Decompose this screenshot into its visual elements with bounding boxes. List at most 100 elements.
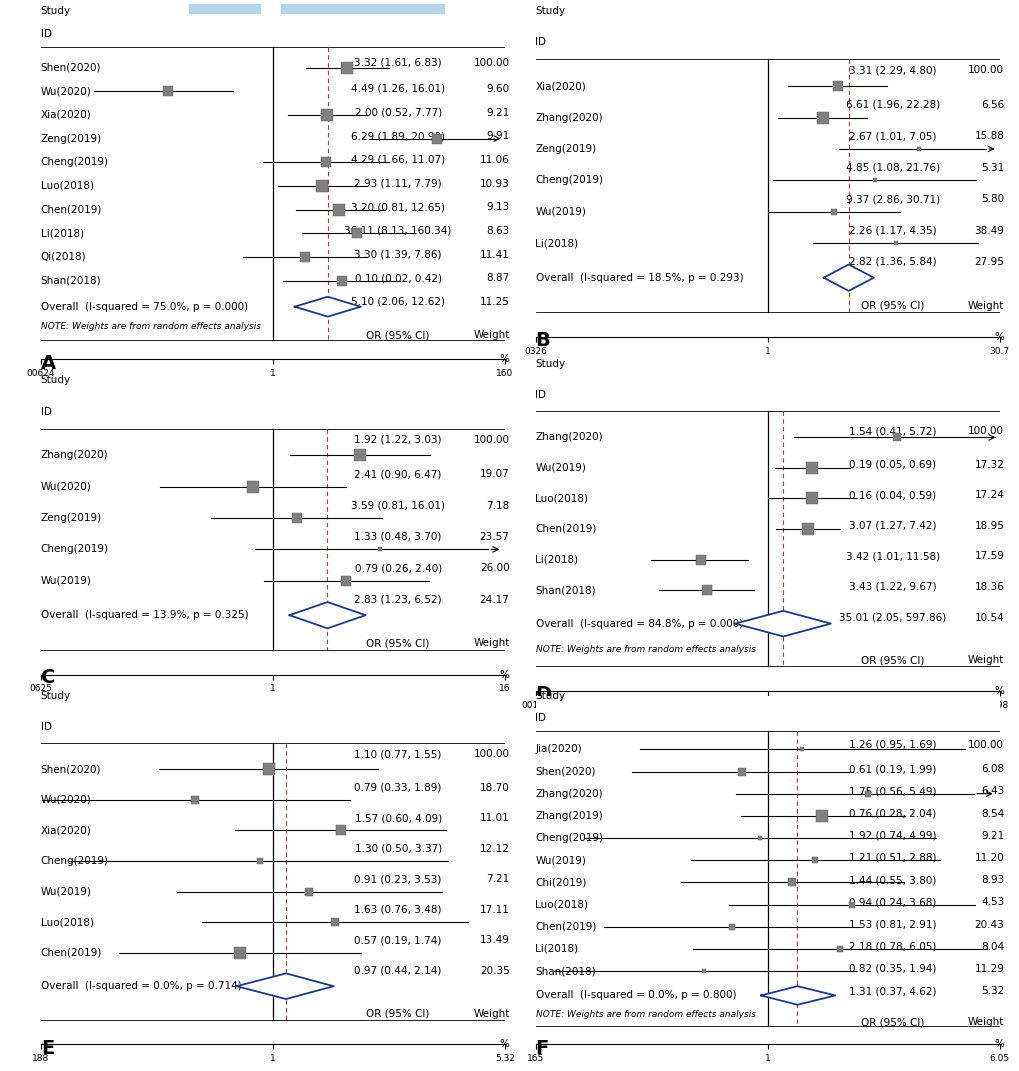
Text: %: % xyxy=(499,1039,510,1050)
Text: Wu(2020): Wu(2020) xyxy=(41,87,92,96)
Text: 17.32: 17.32 xyxy=(973,459,1004,470)
Text: Wu(2020): Wu(2020) xyxy=(41,482,92,492)
Text: Xia(2020): Xia(2020) xyxy=(41,826,92,835)
Text: %: % xyxy=(499,353,510,364)
Text: Overall  (I-squared = 75.0%, p = 0.000): Overall (I-squared = 75.0%, p = 0.000) xyxy=(41,302,248,312)
Text: 11.20: 11.20 xyxy=(973,853,1004,863)
Text: 0.61 (0.19, 1.99): 0.61 (0.19, 1.99) xyxy=(849,765,935,774)
Text: 1.54 (0.41, 5.72): 1.54 (0.41, 5.72) xyxy=(848,426,935,436)
Text: 9.60: 9.60 xyxy=(486,84,510,94)
Text: 0.19 (0.05, 0.69): 0.19 (0.05, 0.69) xyxy=(849,459,935,470)
Text: Weight: Weight xyxy=(967,655,1004,665)
Text: 0.57 (0.19, 1.74): 0.57 (0.19, 1.74) xyxy=(355,935,441,946)
Text: OR (95% CI): OR (95% CI) xyxy=(860,301,923,311)
Text: 9.21: 9.21 xyxy=(486,107,510,118)
Text: Li(2018): Li(2018) xyxy=(535,944,578,954)
Text: Weight: Weight xyxy=(967,301,1004,311)
Text: 2.00 (0.52, 7.77): 2.00 (0.52, 7.77) xyxy=(355,107,441,118)
Text: OR (95% CI): OR (95% CI) xyxy=(366,638,429,648)
Text: A: A xyxy=(41,353,56,373)
Text: 1.92 (0.74, 4.99): 1.92 (0.74, 4.99) xyxy=(848,831,935,841)
Text: Xia(2020): Xia(2020) xyxy=(535,81,586,91)
Text: Wu(2020): Wu(2020) xyxy=(41,795,92,805)
Text: Weight: Weight xyxy=(473,1009,510,1019)
Text: Cheng(2019): Cheng(2019) xyxy=(41,856,109,866)
Text: 3.59 (0.81, 16.01): 3.59 (0.81, 16.01) xyxy=(351,500,444,511)
Text: Luo(2018): Luo(2018) xyxy=(535,900,588,909)
Text: Shan(2018): Shan(2018) xyxy=(535,585,595,595)
Text: 6.08: 6.08 xyxy=(980,765,1004,774)
Polygon shape xyxy=(294,297,361,317)
Text: Cheng(2019): Cheng(2019) xyxy=(41,544,109,555)
Text: OR (95% CI): OR (95% CI) xyxy=(860,655,923,665)
Text: 2.67 (1.01, 7.05): 2.67 (1.01, 7.05) xyxy=(849,132,935,141)
Text: Shen(2020): Shen(2020) xyxy=(41,765,101,774)
Text: Cheng(2019): Cheng(2019) xyxy=(535,833,603,843)
Text: 6.29 (1.89, 20.90): 6.29 (1.89, 20.90) xyxy=(351,132,444,141)
Polygon shape xyxy=(760,986,835,1005)
Text: 0.91 (0.23, 3.53): 0.91 (0.23, 3.53) xyxy=(355,874,441,885)
Text: 0.79 (0.26, 2.40): 0.79 (0.26, 2.40) xyxy=(355,563,441,573)
Text: 9.21: 9.21 xyxy=(980,831,1004,841)
Text: 3.31 (2.29, 4.80): 3.31 (2.29, 4.80) xyxy=(848,65,935,75)
Text: Zhang(2020): Zhang(2020) xyxy=(535,112,602,122)
Text: 17.24: 17.24 xyxy=(973,491,1004,500)
Text: 3.20 (0.81, 12.65): 3.20 (0.81, 12.65) xyxy=(351,202,444,212)
Text: 2.26 (1.17, 4.35): 2.26 (1.17, 4.35) xyxy=(848,226,935,236)
Text: 9.91: 9.91 xyxy=(486,132,510,141)
Text: 1.21 (0.51, 2.88): 1.21 (0.51, 2.88) xyxy=(848,853,935,863)
Text: 27.95: 27.95 xyxy=(973,257,1004,267)
Text: 1.53 (0.81, 2.91): 1.53 (0.81, 2.91) xyxy=(848,920,935,930)
Text: 38.49: 38.49 xyxy=(973,226,1004,236)
Text: Study: Study xyxy=(535,5,566,16)
Text: 0.79 (0.33, 1.89): 0.79 (0.33, 1.89) xyxy=(355,783,441,793)
Text: Chen(2019): Chen(2019) xyxy=(535,922,596,932)
Text: Study: Study xyxy=(535,359,566,369)
Text: 3.30 (1.39, 7.86): 3.30 (1.39, 7.86) xyxy=(354,250,441,259)
Text: 23.57: 23.57 xyxy=(479,532,510,542)
Text: Wu(2019): Wu(2019) xyxy=(41,576,92,586)
Text: 3.07 (1.27, 7.42): 3.07 (1.27, 7.42) xyxy=(848,521,935,531)
Text: 2.82 (1.36, 5.84): 2.82 (1.36, 5.84) xyxy=(848,257,935,267)
Text: Luo(2018): Luo(2018) xyxy=(41,917,94,927)
Text: Xia(2020): Xia(2020) xyxy=(41,110,92,120)
Text: Shen(2020): Shen(2020) xyxy=(41,62,101,73)
Text: 4.49 (1.26, 16.01): 4.49 (1.26, 16.01) xyxy=(351,84,444,94)
Text: Zhang(2019): Zhang(2019) xyxy=(535,811,602,820)
Text: 11.06: 11.06 xyxy=(479,155,510,165)
Text: Li(2018): Li(2018) xyxy=(535,555,578,564)
Text: %: % xyxy=(994,332,1004,343)
Text: 24.17: 24.17 xyxy=(479,594,510,604)
Text: %: % xyxy=(499,669,510,680)
Text: 10.54: 10.54 xyxy=(973,613,1004,622)
Text: 8.63: 8.63 xyxy=(486,226,510,236)
Text: 11.25: 11.25 xyxy=(479,297,510,307)
Text: 2.83 (1.23, 6.52): 2.83 (1.23, 6.52) xyxy=(354,594,441,604)
Text: 18.70: 18.70 xyxy=(479,783,510,793)
Text: Wu(2019): Wu(2019) xyxy=(535,463,586,473)
Text: 1.44 (0.55, 3.80): 1.44 (0.55, 3.80) xyxy=(849,875,935,885)
Text: 100.00: 100.00 xyxy=(967,426,1004,436)
Text: 7.18: 7.18 xyxy=(486,500,510,511)
Text: 1.63 (0.76, 3.48): 1.63 (0.76, 3.48) xyxy=(354,905,441,915)
Text: 15.88: 15.88 xyxy=(973,132,1004,141)
Text: Overall  (I-squared = 84.8%, p = 0.000): Overall (I-squared = 84.8%, p = 0.000) xyxy=(535,619,742,629)
Text: Chen(2019): Chen(2019) xyxy=(41,205,102,214)
Text: 6.43: 6.43 xyxy=(980,786,1004,797)
Polygon shape xyxy=(289,602,365,629)
Text: 19.07: 19.07 xyxy=(479,469,510,479)
Text: 26.00: 26.00 xyxy=(480,563,510,573)
Text: Zhang(2020): Zhang(2020) xyxy=(535,433,602,442)
Text: 4.53: 4.53 xyxy=(980,897,1004,907)
Text: 100.00: 100.00 xyxy=(473,58,510,67)
Text: 35.01 (2.05, 597.86): 35.01 (2.05, 597.86) xyxy=(839,613,946,622)
Text: 9.13: 9.13 xyxy=(486,202,510,212)
Text: 17.59: 17.59 xyxy=(973,552,1004,561)
Text: 9.37 (2.86, 30.71): 9.37 (2.86, 30.71) xyxy=(845,194,938,205)
Text: 0.16 (0.04, 0.59): 0.16 (0.04, 0.59) xyxy=(849,491,935,500)
Text: 5.31: 5.31 xyxy=(980,163,1004,172)
Text: Wu(2019): Wu(2019) xyxy=(535,856,586,865)
Text: ID: ID xyxy=(535,37,546,47)
Text: 2.93 (1.11, 7.79): 2.93 (1.11, 7.79) xyxy=(354,179,441,188)
Text: Weight: Weight xyxy=(473,638,510,648)
